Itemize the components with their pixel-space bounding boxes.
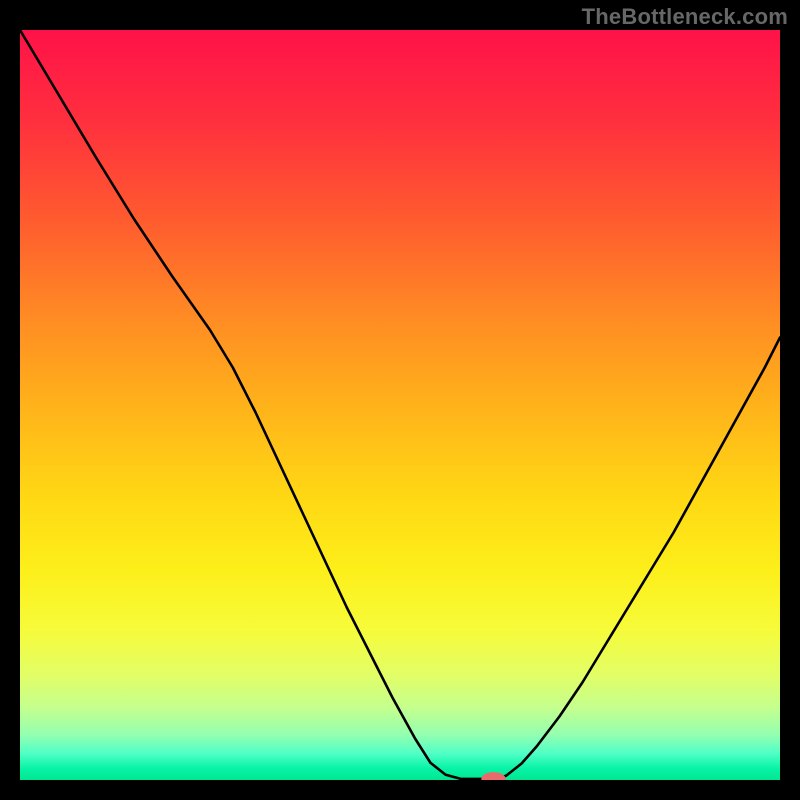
watermark-text: TheBottleneck.com [582,4,788,30]
bottleneck-chart [20,30,780,780]
gradient-background [20,30,780,780]
plot-area [20,30,780,780]
chart-frame: TheBottleneck.com [0,0,800,800]
